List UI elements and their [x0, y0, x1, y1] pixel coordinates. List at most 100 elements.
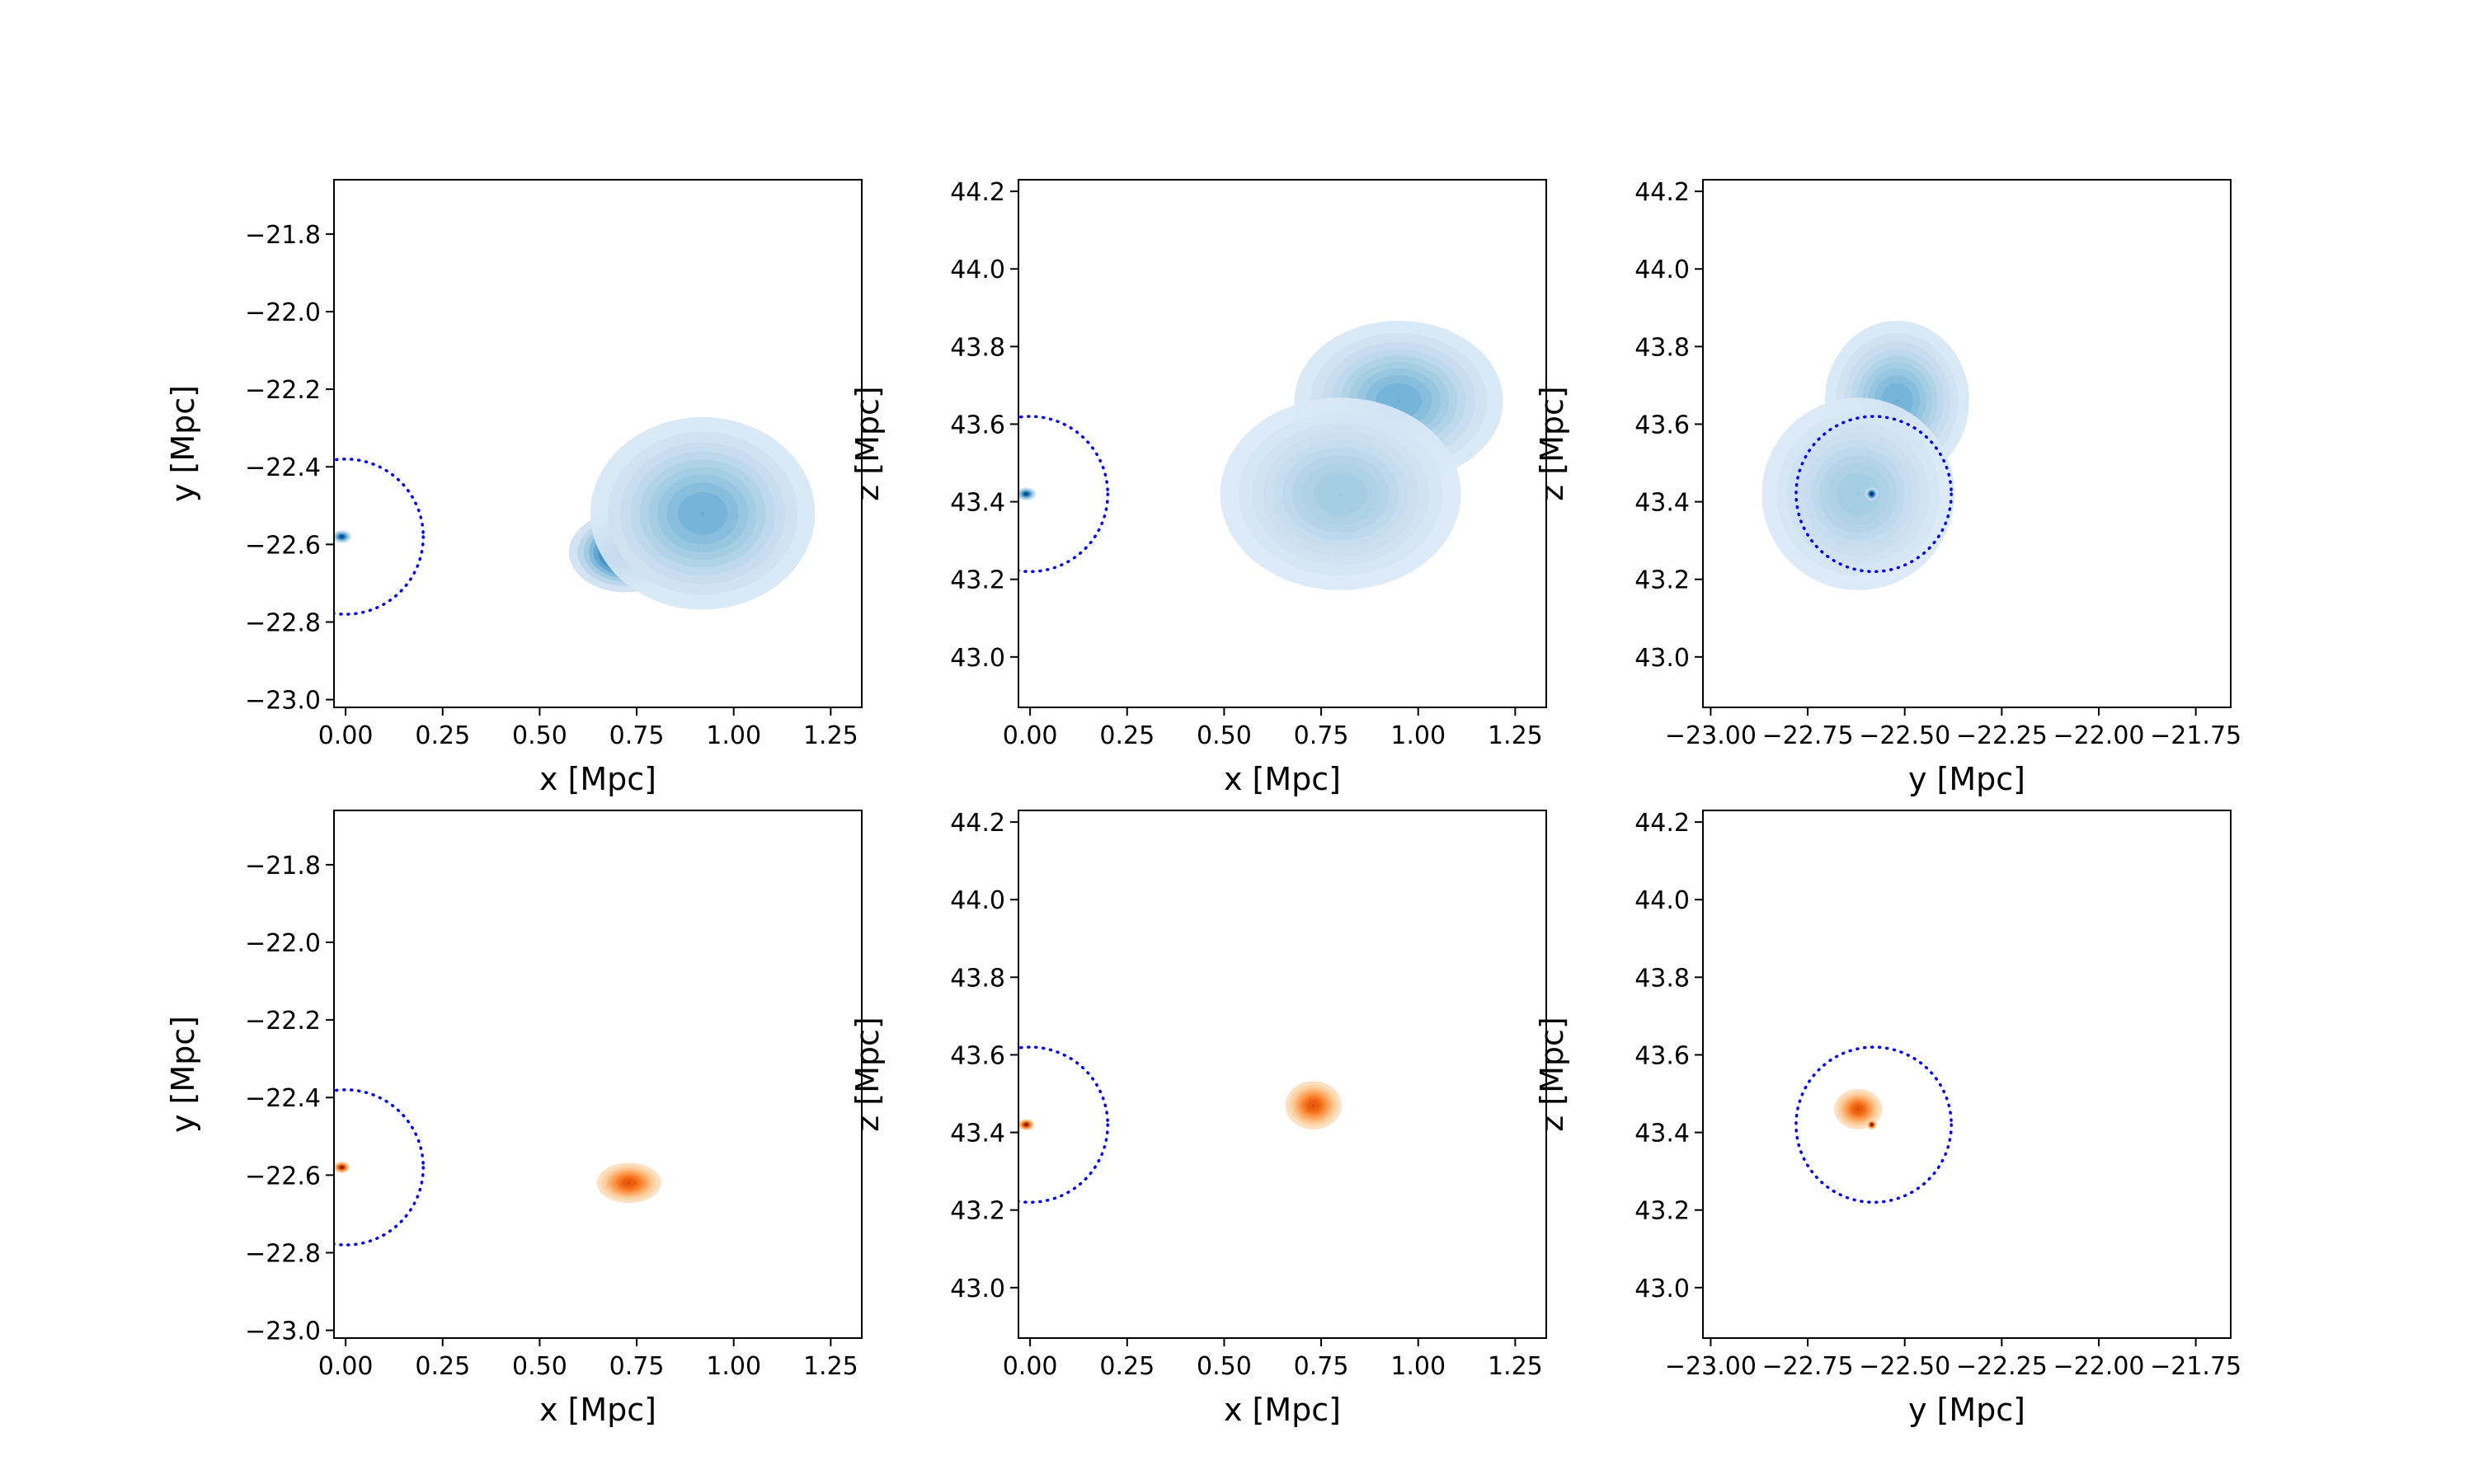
panel-bottom-middle-heatmap — [1018, 1081, 1342, 1130]
x-tick-label: 0.25 — [1099, 721, 1155, 750]
y-tick-label: −22.4 — [245, 1084, 321, 1113]
panel-top-left-radius-circle — [334, 458, 425, 616]
panel-bottom-left: 0.00 0.25 0.50 0.75 1.00 1.25 −23.0 −22.8 −22.6 −… — [165, 810, 863, 1428]
panel-bottom-right-y-axis-label: z [Mpc] — [1534, 1017, 1570, 1131]
panel-bottom-right-x-axis-label: y [Mpc] — [1908, 1392, 2025, 1428]
panel-bottom-left-axes-frame — [333, 810, 863, 1339]
panel-bottom-middle: 0.00 0.25 0.50 0.75 1.00 1.25 43.0 43.2 43.4 43.6… — [849, 809, 1547, 1428]
x-tick-label: −22.00 — [2053, 721, 2144, 750]
y-tick-label: 44.2 — [1634, 178, 1690, 207]
y-tick-label: −23.0 — [245, 687, 321, 716]
x-tick-label: 1.00 — [706, 721, 761, 750]
heatmap-contour — [1895, 399, 1899, 403]
panel-top-middle-heatmap — [1018, 320, 1503, 590]
y-tick-label: 44.0 — [1634, 256, 1690, 284]
y-tick-label: 43.2 — [1634, 566, 1690, 595]
heatmap-blob — [1018, 487, 1037, 500]
panel-top-left-x-axis-label: x [Mpc] — [539, 761, 656, 797]
x-tick-label: 1.25 — [803, 1352, 858, 1381]
heatmap-blob — [1834, 1089, 1883, 1129]
heatmap-contour — [1856, 492, 1860, 496]
x-tick-label: −22.25 — [1956, 721, 2048, 750]
panel-bottom-middle-y-axis-label: z [Mpc] — [849, 1017, 886, 1131]
y-tick-label: −23.0 — [245, 1317, 321, 1346]
x-tick-label: −22.75 — [1762, 721, 1854, 750]
panel-bottom-left-x-axis-label: x [Mpc] — [539, 1392, 656, 1428]
panel-top-right-axes-frame — [1702, 179, 2232, 708]
y-tick-label: 43.8 — [950, 964, 1005, 993]
panel-bottom-right-radius-circle — [1794, 1045, 1953, 1205]
x-tick-label: −22.25 — [1956, 1352, 2048, 1381]
heatmap-contour — [627, 1181, 631, 1185]
heatmap-contour — [1870, 492, 1874, 496]
heatmap-blob — [596, 1162, 661, 1204]
x-tick-label: 1.00 — [1390, 1352, 1446, 1381]
y-tick-label: −22.2 — [245, 1007, 321, 1036]
panel-bottom-middle-radius-circle — [1018, 1045, 1109, 1205]
heatmap-contour — [1397, 399, 1401, 403]
y-tick-label: −21.8 — [245, 221, 321, 250]
y-tick-label: 43.0 — [1634, 1275, 1690, 1303]
x-tick-label: −22.50 — [1859, 721, 1950, 750]
y-tick-label: −21.8 — [245, 852, 321, 881]
y-tick-label: 43.4 — [1634, 1120, 1690, 1148]
y-tick-label: 44.2 — [950, 809, 1005, 838]
heatmap-blob — [1285, 1081, 1342, 1129]
x-tick-label: −21.75 — [2150, 1352, 2241, 1381]
y-tick-label: 44.0 — [950, 886, 1005, 915]
panel-bottom-right-heatmap — [1834, 1089, 1883, 1130]
heatmap-contour — [340, 534, 344, 538]
heatmap-blob — [1865, 487, 1879, 500]
heatmap-contour — [1024, 1123, 1028, 1127]
y-tick-label: 43.6 — [950, 411, 1005, 439]
y-tick-label: 44.0 — [1634, 886, 1690, 915]
heatmap-blob — [334, 1162, 350, 1173]
x-tick-label: 0.00 — [1003, 721, 1058, 750]
x-tick-label: −22.50 — [1859, 1352, 1950, 1381]
heatmap-contour — [701, 511, 705, 515]
x-tick-label: 0.25 — [415, 1352, 470, 1381]
heatmap-contour — [1856, 1107, 1860, 1111]
x-tick-label: 0.50 — [512, 1352, 567, 1381]
panel-top-right-radius-circle — [1794, 415, 1953, 574]
y-tick-label: 43.0 — [950, 1275, 1005, 1303]
y-tick-label: 43.0 — [1634, 644, 1690, 673]
x-tick-label: 0.75 — [1294, 721, 1349, 750]
panel-top-middle-y-axis-label: z [Mpc] — [849, 386, 886, 500]
panel-bottom-middle-axes-frame — [1018, 810, 1547, 1339]
x-tick-label: 0.50 — [1197, 721, 1252, 750]
y-tick-label: 43.6 — [1634, 411, 1690, 439]
panel-top-right-y-axis-label: z [Mpc] — [1534, 386, 1570, 500]
x-tick-label: 1.25 — [1488, 1352, 1543, 1381]
heatmap-blob — [334, 530, 352, 543]
x-tick-label: −22.00 — [2053, 1352, 2144, 1381]
y-tick-label: 43.2 — [950, 1197, 1005, 1226]
y-tick-label: 43.2 — [950, 566, 1005, 595]
x-tick-label: 0.50 — [1197, 1352, 1252, 1381]
heatmap-blob — [1761, 397, 1954, 590]
y-tick-label: −22.6 — [245, 531, 321, 560]
x-tick-label: 0.75 — [1294, 1352, 1349, 1381]
panel-top-left: 0.00 0.25 0.50 0.75 1.00 1.25 −23.0 −22.8 −22.6 −… — [165, 179, 863, 797]
x-tick-label: 1.25 — [1488, 721, 1543, 750]
panel-bottom-middle-x-axis-label: x [Mpc] — [1224, 1392, 1341, 1428]
heatmap-blob — [1018, 1119, 1035, 1130]
y-tick-label: 43.4 — [950, 489, 1005, 518]
x-tick-label: 1.00 — [1390, 721, 1446, 750]
x-tick-label: 0.25 — [415, 721, 470, 750]
y-tick-label: −22.8 — [245, 608, 321, 637]
y-tick-label: 44.0 — [950, 256, 1005, 284]
y-tick-label: 43.6 — [1634, 1041, 1690, 1070]
panel-bottom-left-y-axis-label: y [Mpc] — [165, 1016, 201, 1133]
heatmap-blob — [1866, 1120, 1877, 1130]
y-tick-label: −22.2 — [245, 376, 321, 405]
y-tick-label: 44.2 — [950, 178, 1005, 207]
x-tick-label: 0.75 — [609, 721, 665, 750]
panel-bottom-left-heatmap — [334, 1162, 661, 1204]
y-tick-label: −22.4 — [245, 453, 321, 482]
y-tick-label: 44.2 — [1634, 809, 1690, 838]
x-tick-label: −23.00 — [1665, 721, 1757, 750]
panel-top-middle-axes-frame — [1018, 179, 1547, 708]
y-tick-label: −22.6 — [245, 1162, 321, 1190]
panel-bottom-right-axes-frame — [1702, 810, 2232, 1339]
